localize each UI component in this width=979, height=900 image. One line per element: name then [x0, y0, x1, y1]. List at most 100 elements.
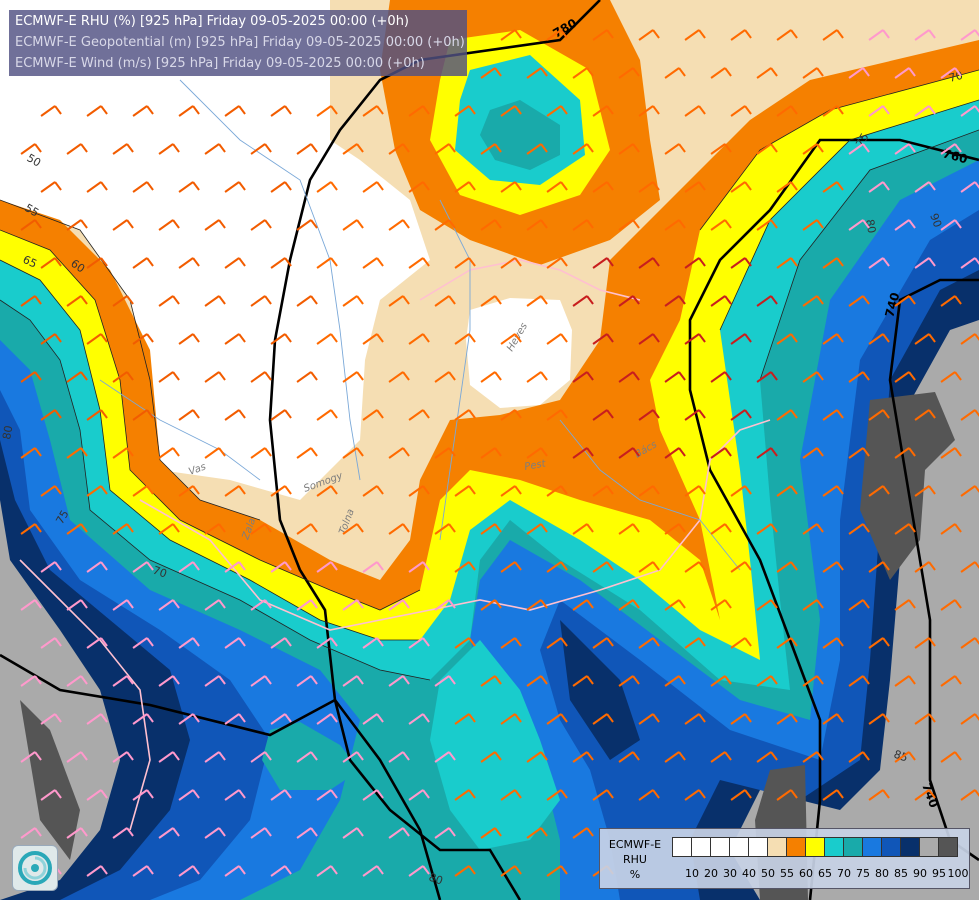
wind-barb — [480, 67, 502, 79]
wind-barb — [112, 447, 134, 459]
wind-barb — [296, 599, 318, 611]
wind-barb — [500, 637, 522, 649]
wind-barb — [776, 333, 798, 345]
wind-barb — [250, 675, 272, 687]
wind-barb — [480, 219, 502, 231]
wind-barb — [296, 371, 318, 383]
label-rh-50: 50 — [25, 151, 44, 169]
wind-barb — [710, 447, 732, 459]
wind-barb — [664, 219, 686, 231]
wind-barb — [178, 105, 200, 117]
wind-barb — [592, 333, 614, 345]
wind-barb — [112, 827, 134, 839]
wind-barb — [822, 105, 844, 117]
wind-barb — [204, 371, 226, 383]
wind-barb — [362, 181, 384, 193]
wind-barb — [572, 523, 594, 535]
wind-barb — [822, 181, 844, 193]
wind-barb — [250, 219, 272, 231]
wind-barb — [66, 219, 88, 231]
wind-barb — [86, 637, 108, 649]
wind-barb — [250, 599, 272, 611]
wind-barb — [572, 599, 594, 611]
wind-barb — [224, 637, 246, 649]
ecmwf-logo-icon — [12, 845, 58, 891]
wind-barb — [132, 105, 154, 117]
wind-barb — [434, 751, 456, 763]
wind-barb — [710, 675, 732, 687]
wind-barb — [894, 295, 916, 307]
wind-barb — [960, 181, 979, 193]
wind-barb — [960, 333, 979, 345]
wind-barb — [664, 599, 686, 611]
wind-barb — [822, 713, 844, 725]
wind-barb — [20, 827, 42, 839]
wind-barb — [178, 789, 200, 801]
wind-barb — [480, 371, 502, 383]
wind-barb — [638, 181, 660, 193]
wind-barb — [684, 789, 706, 801]
wind-barb — [224, 105, 246, 117]
wind-barb — [112, 523, 134, 535]
wind-barb — [684, 637, 706, 649]
wind-barb — [132, 181, 154, 193]
label-rh-80-west: 80 — [0, 424, 15, 440]
wind-barb — [526, 675, 548, 687]
wind-barb — [756, 219, 778, 231]
wind-barb — [500, 789, 522, 801]
wind-barb — [132, 789, 154, 801]
wind-barb — [848, 599, 870, 611]
wind-barb — [454, 561, 476, 573]
wind-barb — [454, 257, 476, 269]
wind-barb — [270, 865, 292, 877]
wind-barb — [618, 675, 640, 687]
wind-barb — [296, 523, 318, 535]
wind-barb — [178, 485, 200, 497]
wind-barb — [40, 561, 62, 573]
wind-barb — [526, 143, 548, 155]
wind-barb — [960, 561, 979, 573]
wind-barb — [434, 447, 456, 459]
wind-barb — [572, 295, 594, 307]
wind-barb — [868, 105, 890, 117]
wind-barbs — [20, 29, 979, 877]
wind-barb — [940, 295, 962, 307]
wind-barb — [940, 447, 962, 459]
wind-barb — [868, 561, 890, 573]
wind-barb — [66, 599, 88, 611]
wind-barb — [388, 371, 410, 383]
river-lines — [99, 79, 741, 571]
wind-barb — [848, 523, 870, 535]
label-rh-65: 65 — [21, 253, 39, 271]
wind-barb — [914, 789, 936, 801]
wind-barb — [822, 561, 844, 573]
wind-barb — [224, 713, 246, 725]
wind-barb — [132, 561, 154, 573]
wind-barb — [822, 257, 844, 269]
wind-barb — [802, 219, 824, 231]
wind-barb — [316, 409, 338, 421]
wind-barb — [250, 827, 272, 839]
wind-barb — [526, 523, 548, 535]
wind-barb — [388, 447, 410, 459]
wind-barb — [132, 713, 154, 725]
wind-barb — [868, 29, 890, 41]
wind-barb — [802, 67, 824, 79]
wind-barb — [526, 219, 548, 231]
wind-barb — [250, 523, 272, 535]
wind-barb — [66, 447, 88, 459]
legend-tick: 70 — [837, 867, 851, 880]
wind-barb — [710, 67, 732, 79]
wind-barb — [848, 751, 870, 763]
wind-barb — [316, 865, 338, 877]
wind-barb — [546, 409, 568, 421]
wind-barb — [546, 105, 568, 117]
wind-barb — [40, 409, 62, 421]
wind-barb — [270, 637, 292, 649]
wind-barb — [388, 675, 410, 687]
wind-barb — [684, 29, 706, 41]
wind-barb — [86, 789, 108, 801]
wind-barb — [86, 181, 108, 193]
legend-title: ECMWF-E RHU % — [604, 837, 666, 882]
wind-barb — [710, 599, 732, 611]
